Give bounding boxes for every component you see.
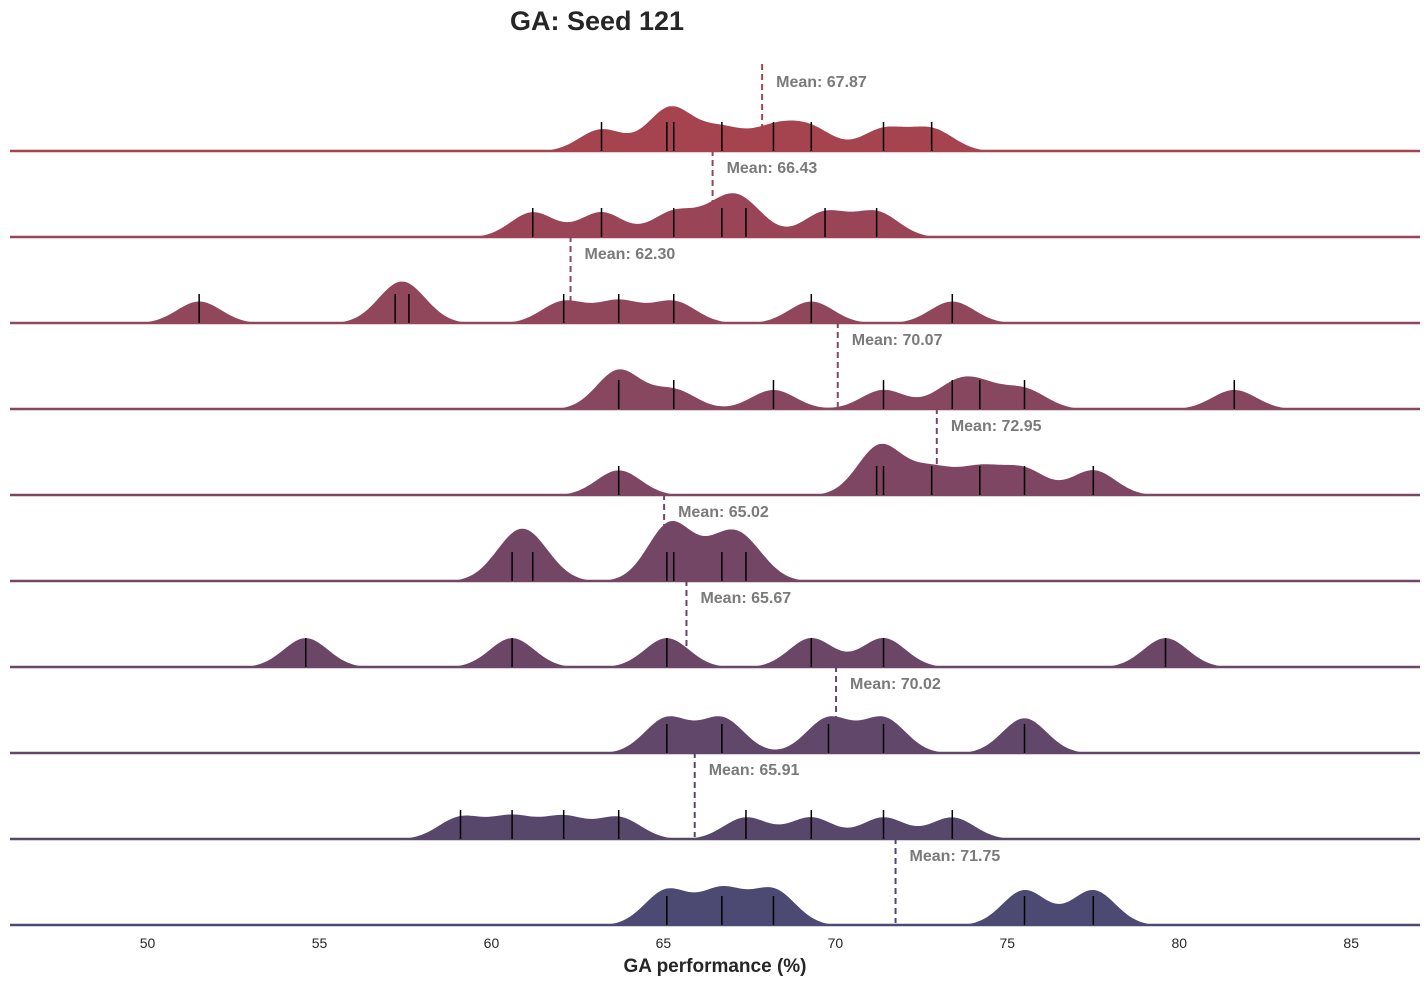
x-tick-label: 55 — [312, 935, 328, 951]
ridge-row: Mean: 71.75 — [10, 838, 1420, 927]
density-area — [10, 280, 1420, 324]
ridges: Mean: 67.87 Mean: 66.43 Mean: 62.30 Mean: 7… — [10, 64, 1420, 927]
ridge-row: Mean: 65.67 — [10, 580, 1420, 669]
density-area — [10, 519, 1420, 582]
mean-label: Mean: 62.30 — [585, 246, 676, 263]
mean-label: Mean: 65.02 — [678, 504, 769, 521]
mean-label: Mean: 66.43 — [727, 160, 818, 177]
ridge-row: Mean: 72.95 — [10, 408, 1420, 497]
ridge-row: Mean: 62.30 — [10, 236, 1420, 325]
x-tick-label: 75 — [1000, 935, 1016, 951]
density-area — [10, 714, 1420, 754]
density-area — [10, 636, 1420, 668]
x-tick-label: 50 — [140, 935, 156, 951]
x-tick-label: 85 — [1343, 935, 1359, 951]
density-area — [10, 884, 1420, 926]
ridge-row: Mean: 70.07 — [10, 322, 1420, 411]
ridge-row: Mean: 65.91 — [10, 752, 1420, 841]
mean-label: Mean: 65.67 — [700, 590, 791, 607]
density-area — [10, 104, 1420, 152]
density-area — [10, 813, 1420, 840]
x-tick-label: 70 — [828, 935, 844, 951]
density-area — [10, 191, 1420, 238]
mean-label: Mean: 70.02 — [850, 676, 941, 693]
ridge-row: Mean: 70.02 — [10, 666, 1420, 755]
density-area — [10, 442, 1420, 496]
mean-label: Mean: 70.07 — [852, 332, 943, 349]
mean-label: Mean: 65.91 — [709, 762, 800, 779]
density-area — [10, 368, 1420, 410]
chart-title: GA: Seed 121 — [510, 6, 684, 36]
mean-label: Mean: 72.95 — [951, 418, 1042, 435]
ridge-row: Mean: 67.87 — [10, 64, 1420, 153]
x-axis-label: GA performance (%) — [624, 956, 807, 977]
mean-label: Mean: 67.87 — [776, 74, 867, 91]
x-tick-label: 80 — [1171, 935, 1187, 951]
ridge-row: Mean: 65.02 — [10, 494, 1420, 583]
ridge-row: Mean: 66.43 — [10, 150, 1420, 239]
x-tick-label: 65 — [656, 935, 672, 951]
x-tick-label: 60 — [484, 935, 500, 951]
mean-label: Mean: 71.75 — [910, 848, 1001, 865]
x-axis: 50 55 60 65 70 75 80 85 — [140, 935, 1359, 951]
